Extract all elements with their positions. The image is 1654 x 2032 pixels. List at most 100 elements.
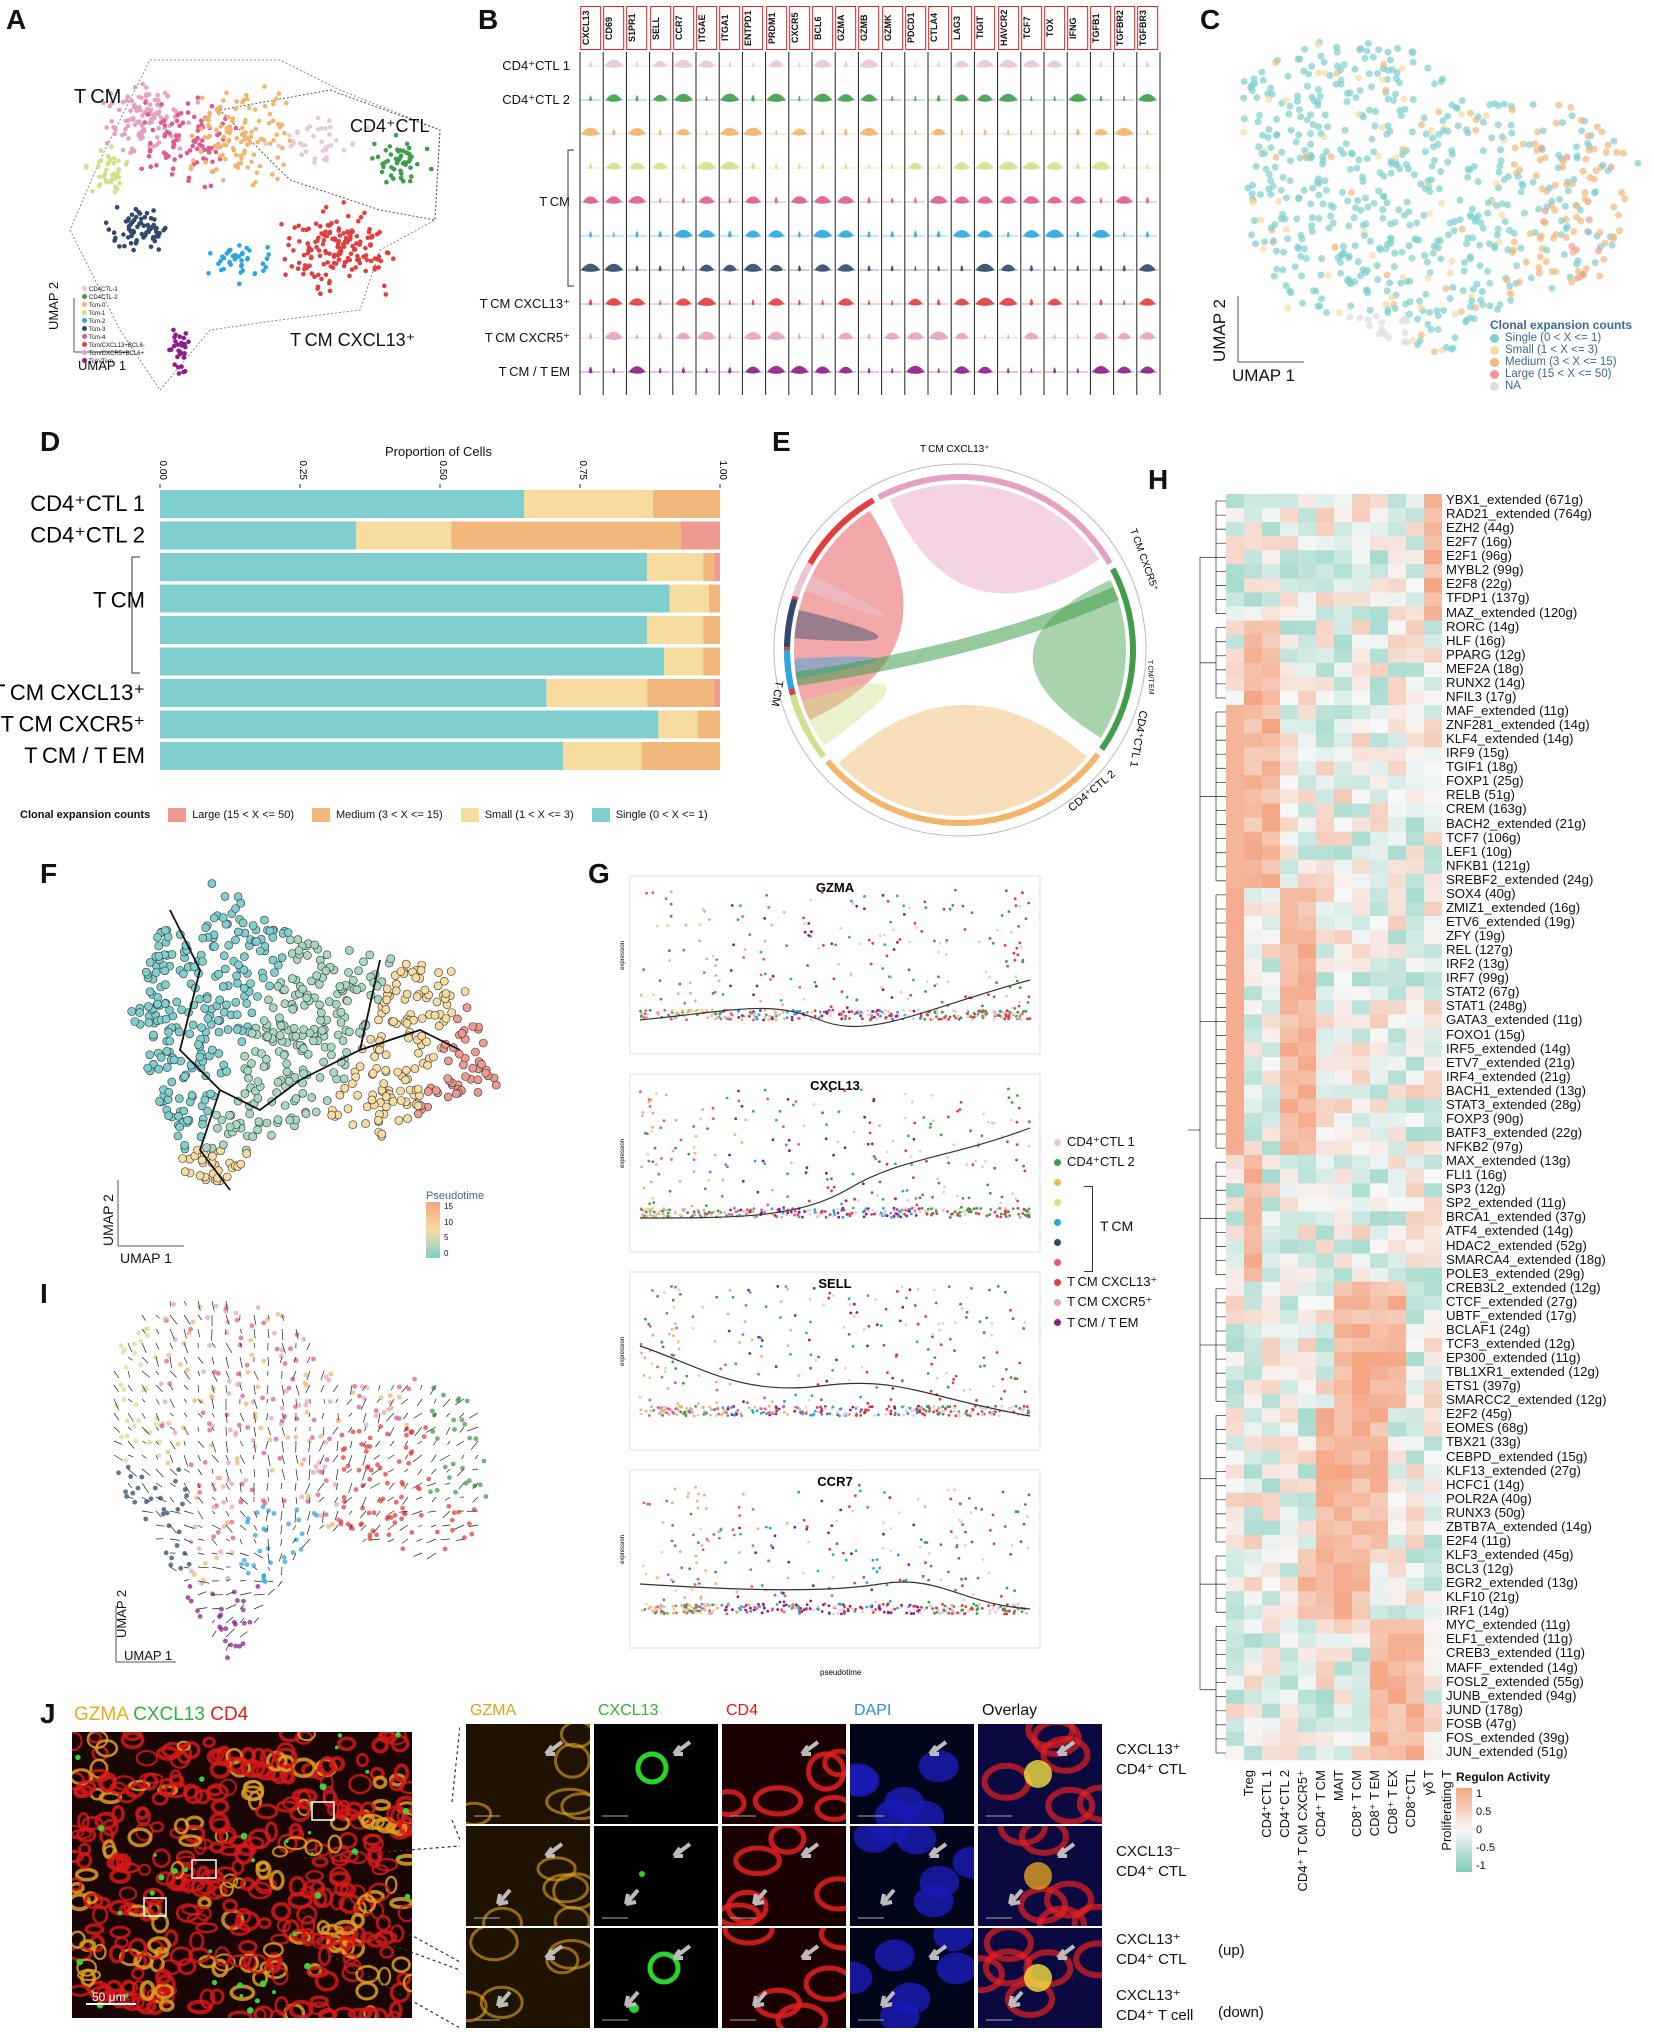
umap-point xyxy=(1252,240,1260,248)
umap-point xyxy=(1373,262,1381,270)
pseudotime-point xyxy=(867,1013,870,1017)
umap-point xyxy=(424,146,430,152)
violin-shape xyxy=(890,163,894,170)
heatmap-cell xyxy=(1298,1295,1317,1311)
umap-point xyxy=(121,232,126,237)
pseudotime-point xyxy=(707,1210,711,1214)
pseudotime-point xyxy=(1005,994,1008,998)
pseudotime-point xyxy=(935,1015,938,1019)
umap-point xyxy=(1429,134,1437,142)
regulon-label: IRF9 (15g) xyxy=(1446,745,1510,761)
umap-point xyxy=(308,255,314,261)
violin-shape xyxy=(1076,333,1079,340)
violin-shape xyxy=(867,231,871,238)
heatmap-cell xyxy=(1424,1042,1442,1057)
pseudotime-point xyxy=(755,1017,759,1021)
umap-point xyxy=(1363,155,1371,163)
heatmap-cell xyxy=(1280,690,1299,706)
heatmap-cell xyxy=(1370,1295,1389,1311)
heatmap-cell xyxy=(1244,719,1263,734)
violin-shape xyxy=(705,129,708,136)
heatmap-cell xyxy=(1226,1394,1245,1409)
heatmap-cell xyxy=(1388,803,1407,818)
umap-point xyxy=(1265,96,1273,103)
heatmap-cell xyxy=(1244,789,1263,804)
umap-point xyxy=(1354,197,1362,205)
heatmap-cell xyxy=(1262,747,1281,762)
umap-point xyxy=(297,239,302,244)
heatmap-cell xyxy=(1298,831,1317,846)
heatmap-cell xyxy=(1334,986,1353,1001)
umap-point xyxy=(327,251,332,257)
pseudotime-point xyxy=(883,933,886,937)
trajectory-cell xyxy=(301,1109,311,1119)
umap-point xyxy=(116,167,122,172)
pseudotime-point xyxy=(899,1215,903,1219)
pseudotime-point xyxy=(934,1209,938,1213)
heatmap-cell xyxy=(1406,887,1425,903)
umap-point xyxy=(1406,277,1414,285)
heatmap-cell xyxy=(1262,986,1281,1001)
heatmap-cell xyxy=(1262,592,1281,607)
heatmap-cell xyxy=(1370,1169,1389,1184)
heatmap-cell xyxy=(1316,958,1335,973)
heatmap-cell xyxy=(1334,733,1353,748)
panel-d-legend-item: Single (0 < X <= 1) xyxy=(591,808,708,822)
umap-point xyxy=(1543,246,1551,254)
umap-point xyxy=(131,247,136,253)
heatmap-cell xyxy=(1280,705,1299,720)
heatmap-cell xyxy=(1406,1323,1425,1339)
heatmap-cell xyxy=(1370,1127,1389,1142)
heatmap-cell xyxy=(1226,1197,1245,1212)
heatmap-cell xyxy=(1370,1211,1389,1226)
violin-shape xyxy=(1006,231,1010,238)
umap-point xyxy=(125,123,131,129)
heatmap-cell xyxy=(1334,606,1353,621)
pseudotime-point xyxy=(995,981,998,985)
pseudotime-point xyxy=(828,1010,832,1014)
heatmap-cell xyxy=(1280,1309,1299,1325)
umap-point xyxy=(1316,302,1324,310)
umap-point xyxy=(1327,153,1335,161)
heatmap-cell xyxy=(1298,747,1317,762)
umap-point xyxy=(1457,308,1465,316)
heatmap-cell xyxy=(1334,1112,1353,1128)
trajectory-cell xyxy=(178,1154,187,1163)
umap-point xyxy=(109,119,114,124)
heatmap-cell xyxy=(1262,1745,1281,1761)
heatmap-cell xyxy=(1388,1647,1407,1662)
umap-point xyxy=(1384,95,1392,103)
umap-point xyxy=(263,141,268,147)
violin-shape xyxy=(768,230,785,238)
heatmap-cell xyxy=(1226,1633,1245,1648)
heatmap-cell xyxy=(1334,1042,1353,1057)
violin-shape xyxy=(674,229,693,238)
umap-point xyxy=(1552,268,1560,276)
panel-a-umap xyxy=(69,59,441,390)
heatmap-cell xyxy=(1244,1155,1263,1170)
umap-point xyxy=(1440,306,1447,314)
umap-point xyxy=(1615,227,1623,235)
violin-shape xyxy=(867,367,871,374)
pseudotime-point xyxy=(943,1185,946,1189)
umap-point xyxy=(105,161,110,167)
pseudotime-point xyxy=(784,1143,788,1147)
umap-point xyxy=(1324,123,1331,131)
umap-point xyxy=(1375,152,1382,160)
umap-point xyxy=(1337,258,1344,266)
heatmap-cell xyxy=(1262,690,1281,706)
bar-segment xyxy=(703,553,715,581)
pseudotime-point xyxy=(869,1012,873,1016)
heatmap-cell xyxy=(1352,1098,1371,1114)
heatmap-cell xyxy=(1226,1112,1245,1128)
umap-point xyxy=(1570,228,1578,235)
heatmap-cell xyxy=(1352,1155,1371,1170)
regulon-label: BACH1_extended (13g) xyxy=(1446,1082,1587,1098)
violin-shape xyxy=(588,163,593,170)
heatmap-cell xyxy=(1352,1042,1371,1057)
heatmap-cell xyxy=(1388,986,1407,1001)
heatmap-cell xyxy=(1370,1436,1389,1451)
panel-d-tick: 1.00 xyxy=(717,461,728,481)
trajectory-cell xyxy=(273,1078,283,1087)
heatmap-cell xyxy=(1280,958,1299,973)
